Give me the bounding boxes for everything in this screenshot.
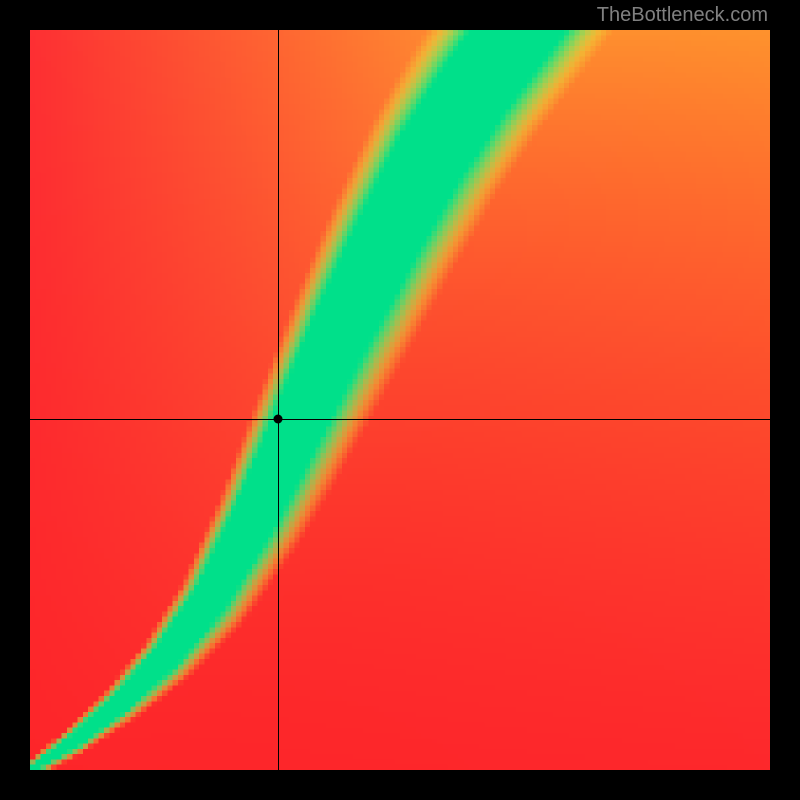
watermark-text: TheBottleneck.com xyxy=(597,4,768,27)
heatmap-plot xyxy=(30,30,770,770)
heatmap-canvas xyxy=(30,30,770,770)
chart-frame: TheBottleneck.com xyxy=(0,0,800,800)
crosshair-vertical xyxy=(278,30,279,770)
crosshair-horizontal xyxy=(30,419,770,420)
crosshair-marker xyxy=(273,414,282,423)
